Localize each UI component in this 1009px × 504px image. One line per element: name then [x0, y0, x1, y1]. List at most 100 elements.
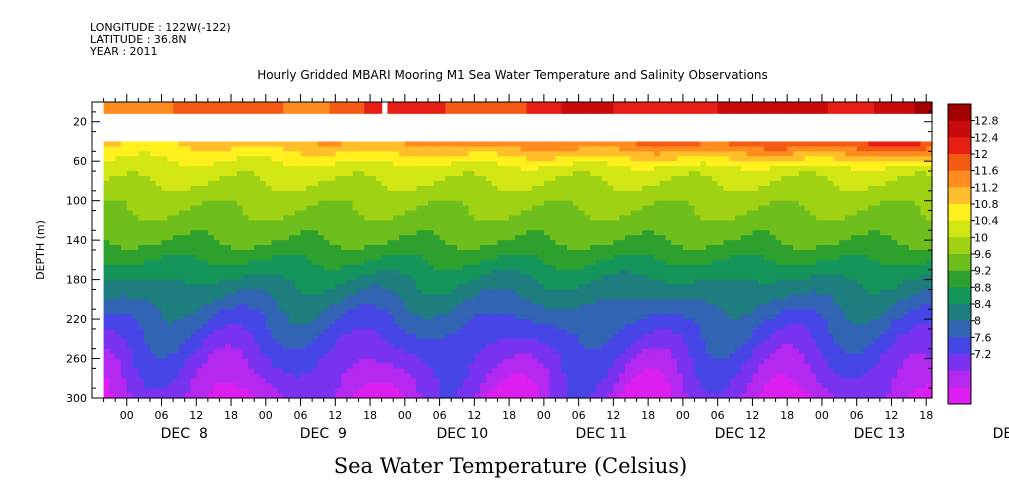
heatmap-cell	[317, 368, 325, 374]
heatmap-cell	[254, 269, 261, 276]
heatmap-cell	[312, 185, 319, 192]
heatmap-cell	[549, 304, 557, 310]
heatmap-cell	[439, 225, 446, 231]
heatmap-cell	[120, 363, 128, 369]
heatmap-cell	[439, 299, 446, 305]
heatmap-cell	[225, 220, 232, 226]
heatmap-cell	[520, 235, 528, 241]
heatmap-cell	[219, 378, 226, 384]
heatmap-cell	[468, 195, 475, 202]
heatmap-cell	[231, 333, 238, 340]
heatmap-cell	[120, 240, 128, 246]
heatmap-cell	[520, 289, 528, 295]
heatmap-cell	[260, 161, 267, 167]
heatmap-cell	[532, 358, 539, 365]
heatmap-cell	[178, 254, 186, 261]
heatmap-cell	[184, 353, 192, 360]
heatmap-cell	[219, 289, 226, 295]
heatmap-cell	[306, 190, 313, 197]
heatmap-cell	[248, 314, 255, 320]
heatmap-cell	[202, 215, 209, 221]
heatmap-cell	[213, 180, 221, 187]
heatmap-cell	[138, 141, 145, 147]
heatmap-cell	[149, 279, 157, 286]
heatmap-cell	[439, 215, 446, 221]
heatmap-cell	[428, 180, 435, 187]
heatmap-cell	[317, 309, 325, 315]
heatmap-cell	[109, 378, 116, 384]
heatmap-cell	[260, 348, 267, 355]
heatmap-cell	[306, 388, 313, 394]
heatmap-cell	[132, 141, 139, 147]
heatmap-cell	[231, 220, 238, 226]
heatmap-cell	[202, 220, 209, 226]
heatmap-cell	[607, 333, 614, 340]
heatmap-cell	[630, 141, 638, 147]
heatmap-cell	[491, 279, 499, 286]
heatmap-cell	[387, 200, 394, 207]
heatmap-cell	[265, 284, 273, 291]
heatmap-cell	[393, 220, 400, 226]
heatmap-cell	[306, 324, 313, 330]
heatmap-cell	[607, 294, 614, 300]
heatmap-cell	[567, 314, 574, 320]
heatmap-cell	[358, 368, 365, 374]
heatmap-cell	[236, 240, 244, 246]
heatmap-cell	[288, 269, 296, 276]
heatmap-cell	[161, 378, 168, 384]
heatmap-cell	[173, 294, 180, 300]
heatmap-cell	[219, 210, 226, 217]
heatmap-cell	[149, 393, 157, 399]
heatmap-cell	[381, 279, 389, 286]
heatmap-cell	[567, 388, 574, 394]
surface-cell	[769, 102, 777, 114]
heatmap-cell	[410, 161, 418, 167]
heatmap-cell	[607, 200, 614, 207]
heatmap-cell	[219, 225, 226, 231]
heatmap-cell	[387, 368, 394, 374]
heatmap-cell	[607, 166, 614, 172]
heatmap-cell	[132, 338, 139, 345]
heatmap-cell	[624, 289, 632, 295]
heatmap-cell	[410, 240, 418, 246]
heatmap-cell	[323, 240, 331, 246]
heatmap-cell	[341, 235, 348, 241]
heatmap-cell	[294, 279, 302, 286]
heatmap-cell	[410, 319, 418, 325]
heatmap-cell	[335, 259, 342, 266]
heatmap-cell	[549, 185, 557, 192]
heatmap-cell	[312, 294, 319, 300]
heatmap-cell	[572, 289, 580, 295]
heatmap-cell	[265, 279, 273, 286]
heatmap-cell	[526, 358, 533, 365]
surface-cell	[462, 102, 470, 114]
heatmap-cell	[590, 393, 597, 399]
heatmap-cell	[126, 319, 134, 325]
heatmap-cell	[526, 161, 533, 167]
heatmap-cell	[346, 284, 354, 291]
heatmap-cell	[184, 328, 192, 335]
heatmap-cell	[352, 240, 360, 246]
heatmap-cell	[341, 368, 348, 374]
heatmap-cell	[329, 230, 336, 236]
heatmap-cell	[260, 185, 267, 192]
heatmap-cell	[532, 328, 539, 335]
heatmap-cell	[630, 314, 638, 320]
heatmap-cell	[283, 338, 290, 345]
heatmap-cell	[126, 328, 134, 335]
heatmap-cell	[242, 210, 250, 217]
heatmap-cell	[399, 378, 406, 384]
heatmap-cell	[538, 235, 545, 241]
heatmap-cell	[364, 205, 371, 212]
heatmap-cell	[416, 161, 423, 167]
heatmap-cell	[254, 294, 261, 300]
heatmap-cell	[619, 151, 626, 157]
heatmap-cell	[207, 289, 215, 295]
heatmap-cell	[370, 343, 377, 350]
heatmap-cell	[335, 338, 342, 345]
heatmap-cell	[225, 166, 232, 172]
heatmap-cell	[149, 383, 157, 389]
heatmap-cell	[456, 254, 464, 261]
heatmap-cell	[451, 338, 458, 345]
heatmap-cell	[596, 215, 603, 221]
